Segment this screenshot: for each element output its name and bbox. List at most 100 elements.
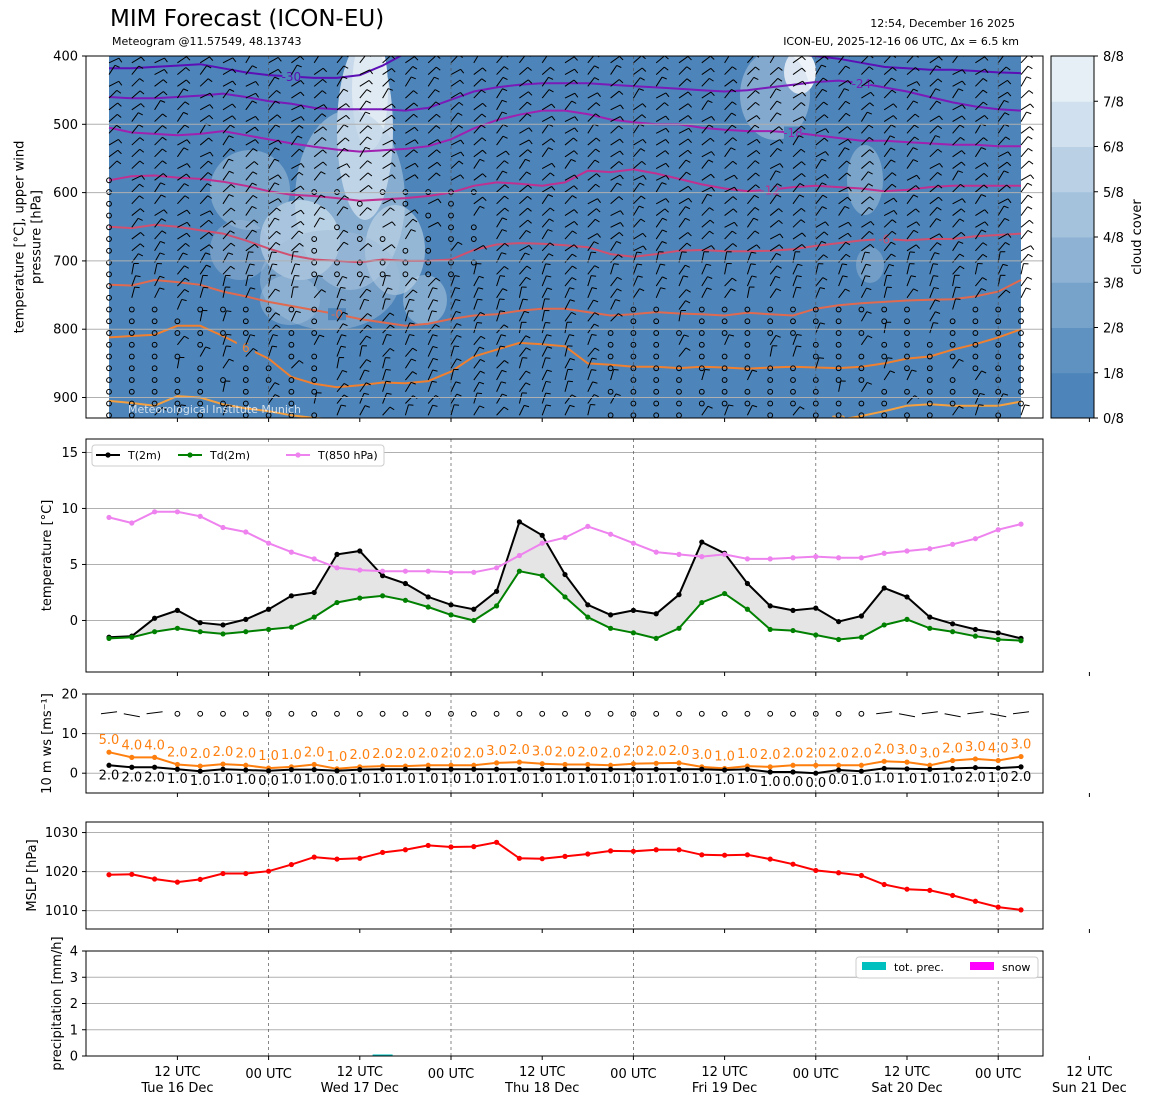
calm-circle bbox=[402, 247, 409, 254]
wind-barb bbox=[336, 206, 344, 216]
temperature-ytick-label: 5 bbox=[70, 558, 78, 573]
wind-barb-flag bbox=[1003, 100, 1009, 103]
wind-barb bbox=[883, 197, 894, 205]
wind-barb-flag bbox=[435, 277, 441, 282]
wind-barb-flag bbox=[733, 208, 738, 213]
wind-barb bbox=[747, 195, 755, 205]
wind-barb-flag bbox=[665, 198, 670, 203]
wind-barb-flag bbox=[434, 76, 440, 80]
calm-circle bbox=[698, 388, 705, 395]
wind-barb bbox=[632, 275, 639, 287]
calm-circle bbox=[356, 224, 363, 231]
wind-barb bbox=[610, 222, 621, 228]
wind-barb bbox=[815, 322, 821, 334]
wind-barb-flag bbox=[162, 160, 167, 165]
wind-barb bbox=[222, 334, 227, 345]
calm-circle bbox=[288, 353, 295, 360]
wind-barb-flag bbox=[778, 219, 783, 225]
gust-point bbox=[425, 762, 431, 768]
gust-point bbox=[608, 762, 614, 768]
wind-barb-flag bbox=[916, 81, 921, 86]
wind-barb bbox=[222, 158, 230, 169]
wind-barb bbox=[154, 173, 164, 181]
wind-barb bbox=[701, 151, 712, 158]
wind-barb bbox=[815, 241, 822, 252]
wind-barb-flag bbox=[893, 197, 898, 203]
calm-circle bbox=[767, 388, 774, 395]
wind-barb bbox=[701, 287, 708, 299]
wind-barb bbox=[975, 115, 985, 122]
wind-barb bbox=[861, 171, 869, 181]
wind-barb-flag bbox=[455, 287, 461, 290]
wind-barb bbox=[496, 393, 503, 404]
wind-barb bbox=[769, 208, 780, 216]
wind-barb bbox=[245, 229, 253, 240]
t2m-point bbox=[744, 580, 751, 587]
wind-barb bbox=[541, 162, 553, 170]
surface-calm-circle bbox=[334, 710, 340, 717]
wind-barb-flag bbox=[476, 322, 483, 324]
wind-barb-flag bbox=[779, 233, 784, 239]
surface-calm-circle bbox=[744, 710, 751, 717]
wind-barb-flag bbox=[432, 334, 438, 337]
wind-barb-flag bbox=[823, 254, 828, 259]
gust-label: 2.0 bbox=[441, 746, 462, 761]
wind-barb-flag bbox=[1007, 198, 1012, 204]
wind-barb bbox=[769, 265, 778, 275]
wind-barb-flag bbox=[573, 244, 578, 249]
wind-barb-flag bbox=[480, 358, 486, 363]
wind-barb-flag bbox=[460, 151, 465, 157]
wind-barb bbox=[564, 137, 574, 146]
gust-point bbox=[106, 749, 112, 755]
wind-barb-flag bbox=[140, 103, 145, 108]
calm-circle bbox=[949, 353, 956, 360]
wind-barb bbox=[792, 287, 797, 298]
wind-barb bbox=[815, 56, 825, 64]
wind-barb bbox=[632, 205, 640, 216]
wind-barb bbox=[587, 92, 598, 99]
wind-barb-flag bbox=[710, 67, 715, 73]
calm-circle bbox=[311, 377, 318, 383]
wind-barb bbox=[473, 137, 483, 146]
surface-calm-circle bbox=[812, 710, 819, 717]
wind-barb-flag bbox=[641, 114, 647, 119]
t850-point bbox=[744, 556, 751, 562]
wind-barb bbox=[997, 242, 1006, 252]
wind-barb-flag bbox=[847, 80, 852, 85]
wind10m-frame bbox=[85, 693, 1044, 794]
wind-barb-flag bbox=[660, 263, 666, 266]
wind-barb bbox=[496, 242, 506, 252]
wind-barb bbox=[245, 195, 254, 205]
wind-barb-flag bbox=[501, 369, 507, 373]
wind-barb bbox=[838, 221, 849, 228]
wind-barb-flag bbox=[459, 79, 464, 85]
mslp-point bbox=[129, 871, 135, 877]
wind-barb bbox=[199, 56, 210, 64]
wind-barb bbox=[655, 150, 666, 158]
calm-circle bbox=[653, 341, 660, 348]
wind-barb-flag bbox=[550, 172, 555, 177]
wind-barb bbox=[541, 186, 552, 193]
wind-barb-flag bbox=[366, 335, 372, 339]
wind-barb-flag bbox=[710, 173, 715, 179]
t2m-point bbox=[653, 611, 659, 617]
wind-barb-flag bbox=[184, 195, 190, 199]
wind-barb-flag bbox=[798, 135, 804, 138]
wind-barb bbox=[952, 115, 963, 122]
wind-barb bbox=[769, 194, 777, 205]
wind-barb-flag bbox=[413, 90, 418, 95]
wind-barb bbox=[815, 277, 824, 287]
xtick-label-time: 12 UTC bbox=[337, 1065, 383, 1080]
wind-barb bbox=[222, 170, 230, 181]
gust-label: 2.0 bbox=[304, 745, 325, 760]
wind-barb bbox=[587, 381, 594, 392]
wind-barb-flag bbox=[251, 182, 257, 186]
wind-barb bbox=[929, 299, 936, 310]
mslp-point bbox=[608, 848, 614, 854]
wind-barb bbox=[131, 90, 141, 99]
wind-barb bbox=[564, 405, 571, 416]
wind-barb bbox=[861, 243, 871, 252]
wind-barb bbox=[291, 148, 300, 158]
wind-barb bbox=[997, 91, 1008, 99]
wind-barb-flag bbox=[868, 66, 874, 71]
